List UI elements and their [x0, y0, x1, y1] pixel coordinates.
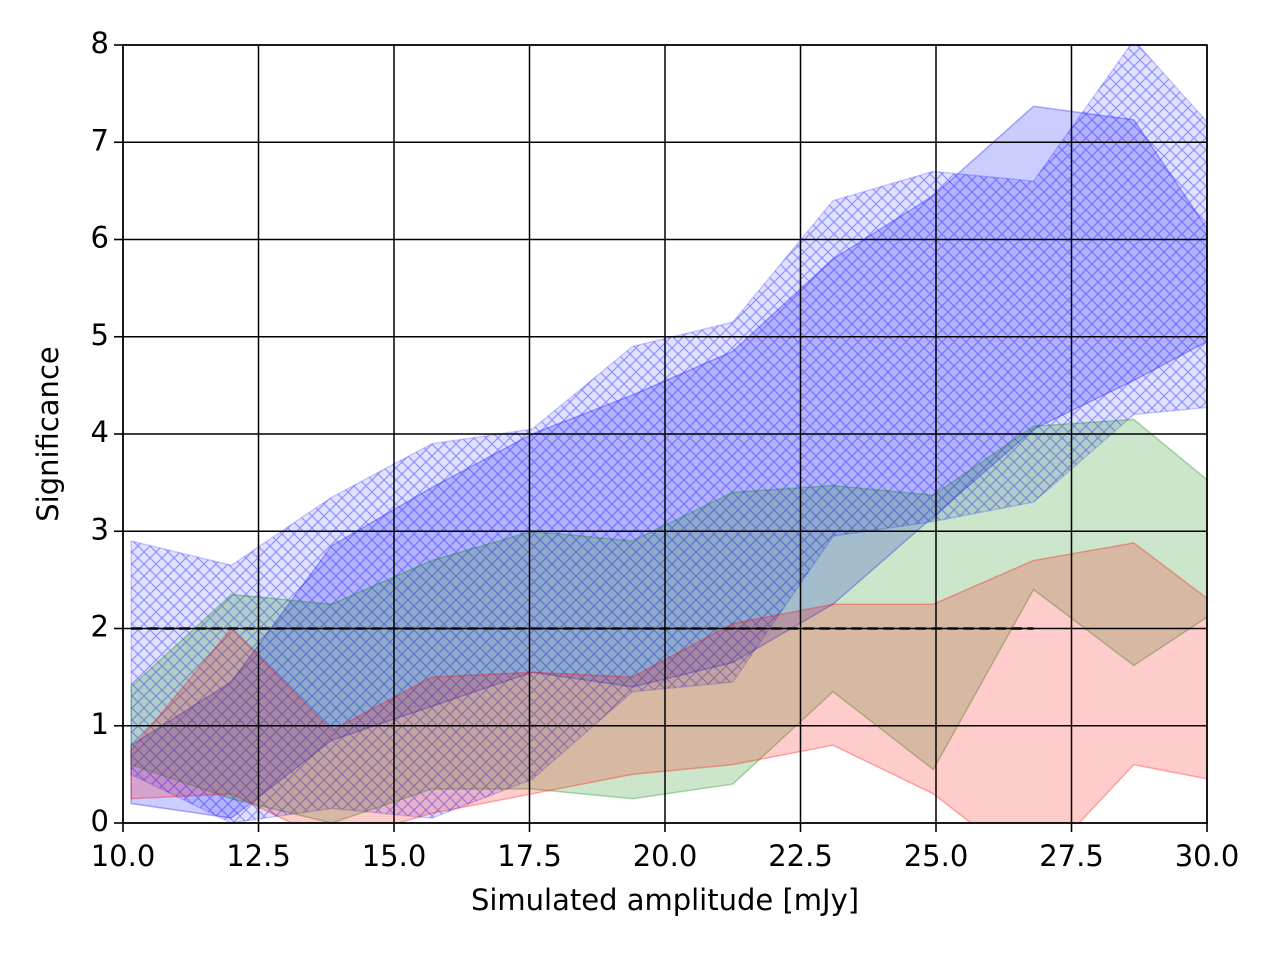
- x-tick-label: 17.5: [497, 839, 562, 873]
- y-tick-label: 0: [91, 804, 109, 838]
- plot-area: [130, 45, 1207, 823]
- y-tick-label: 7: [91, 123, 109, 157]
- y-tick-label: 4: [91, 415, 109, 449]
- y-tick-label: 3: [91, 512, 109, 546]
- band-area: [130, 542, 1207, 823]
- x-tick-label: 30.0: [1175, 839, 1240, 873]
- y-axis-label: Significance: [31, 346, 65, 521]
- y-tick-label: 5: [91, 318, 109, 352]
- x-tick-label: 20.0: [633, 839, 698, 873]
- y-tick-label: 6: [91, 221, 109, 255]
- x-tick-label: 22.5: [768, 839, 833, 873]
- x-tick-label: 27.5: [1039, 839, 1104, 873]
- y-tick-label: 8: [91, 26, 109, 60]
- y-tick-label: 2: [91, 610, 109, 644]
- x-tick-label: 25.0: [904, 839, 969, 873]
- x-axis-label: Simulated amplitude [mJy]: [471, 883, 859, 917]
- x-tick-label: 15.0: [362, 839, 427, 873]
- x-tick-label: 12.5: [226, 839, 291, 873]
- y-tick-label: 1: [91, 707, 109, 741]
- axes: 10.0 12.5 15.0 17.5 20.0 22.5 25.0 27.5 30.0 0 1 2 3…: [91, 26, 1240, 873]
- x-tick-label: 10.0: [91, 839, 156, 873]
